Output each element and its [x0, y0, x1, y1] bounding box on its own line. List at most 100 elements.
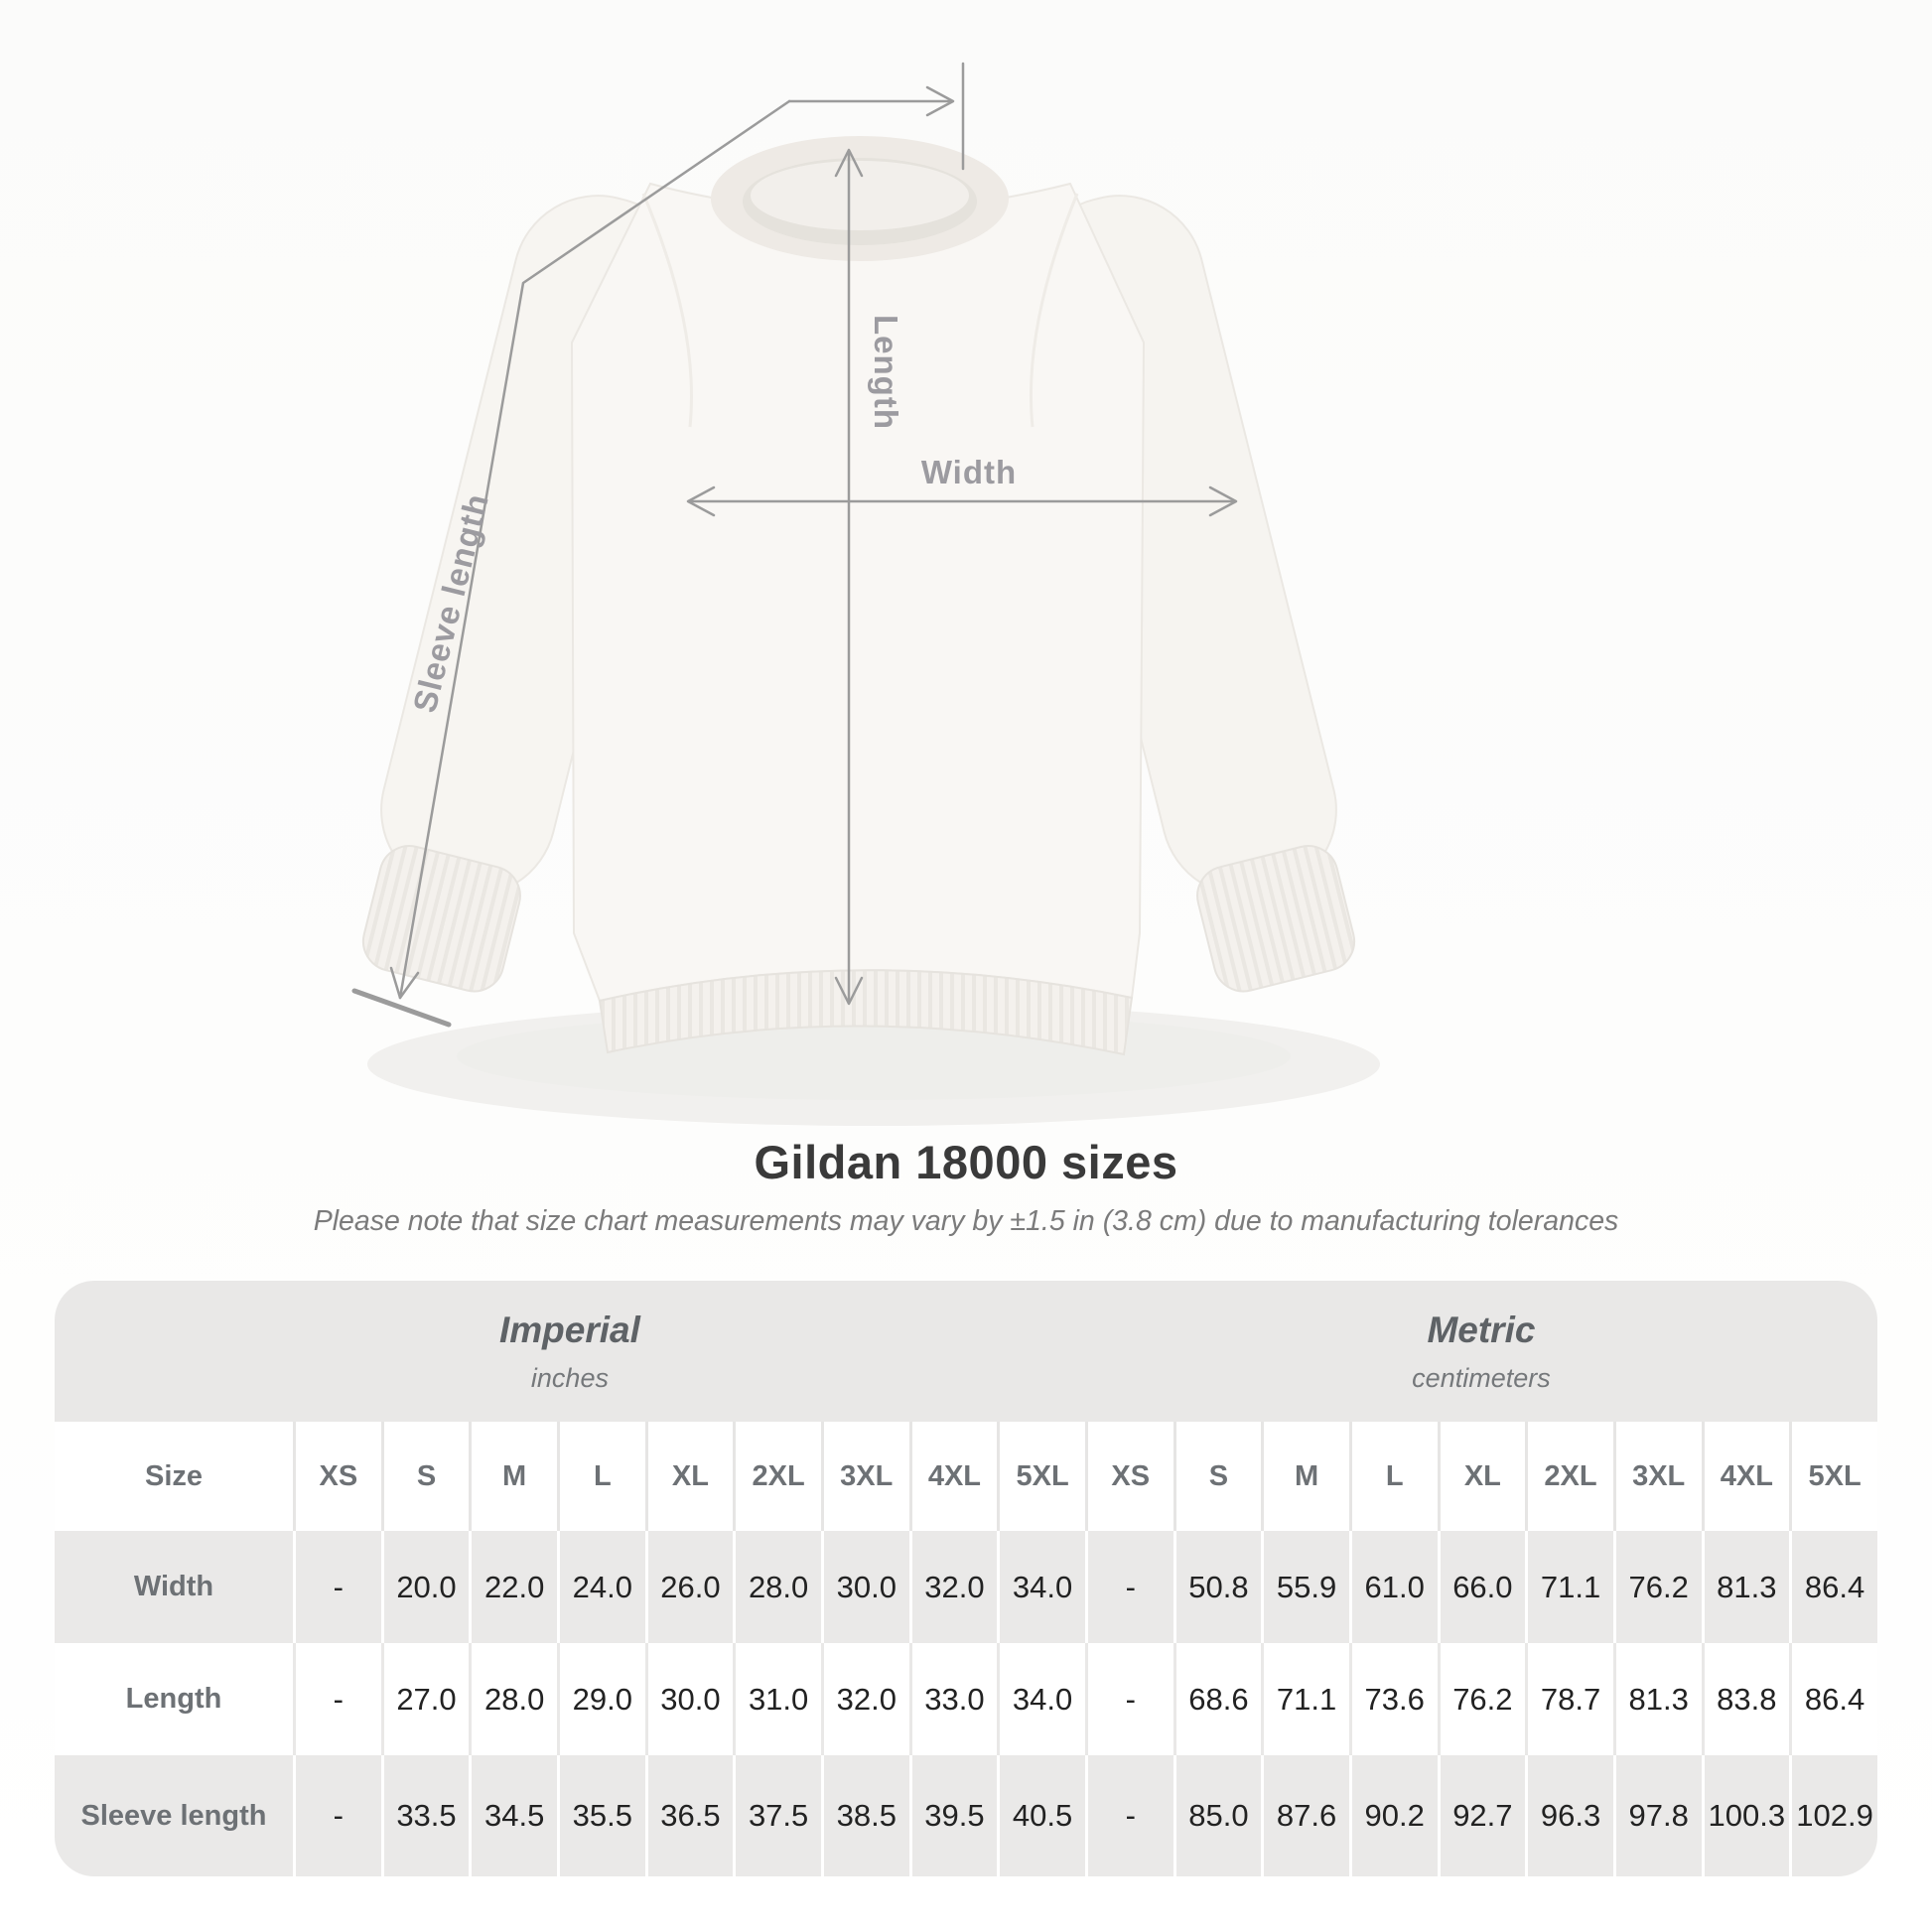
length-imperial-value: 31.0 [733, 1643, 821, 1755]
width-imperial-value: 20.0 [380, 1531, 470, 1643]
size-header-imperial: 5XL [997, 1422, 1085, 1531]
sleeve-metric-value: 90.2 [1348, 1755, 1438, 1876]
left-shoulder-seam [641, 193, 693, 428]
size-header-imperial: XS [293, 1422, 381, 1531]
width-imperial-value: 24.0 [556, 1531, 645, 1643]
size-header-imperial: L [556, 1422, 645, 1531]
sleeve-imperial-value: 35.5 [556, 1755, 645, 1876]
width-imperial-value: - [293, 1531, 381, 1643]
width-imperial-value: 32.0 [908, 1531, 998, 1643]
width-metric-value: 55.9 [1261, 1531, 1349, 1643]
unit-header-row: Imperial inches Metric centimeters [55, 1281, 1877, 1422]
metric-subtitle: centimeters [1412, 1362, 1551, 1393]
length-imperial-value: 32.0 [820, 1643, 909, 1755]
width-imperial-value: 30.0 [820, 1531, 909, 1643]
length-imperial-value: - [293, 1643, 381, 1755]
length-imperial-value: 28.0 [469, 1643, 557, 1755]
right-cuff [1196, 845, 1356, 993]
length-imperial-value: 33.0 [908, 1643, 998, 1755]
row-label-sleeve-length: Sleeve length [55, 1755, 293, 1876]
length-imperial-value: 30.0 [644, 1643, 734, 1755]
metric-header-cell: Metric centimeters [1084, 1281, 1877, 1422]
size-header-imperial: 4XL [908, 1422, 998, 1531]
width-row: Width - 20.0 22.0 24.0 26.0 28.0 30.0 32… [55, 1531, 1877, 1643]
size-header-metric: 4XL [1701, 1422, 1790, 1531]
length-metric-value: 76.2 [1437, 1643, 1526, 1755]
width-metric-value: 50.8 [1173, 1531, 1262, 1643]
sleeve-length-row: Sleeve length - 33.5 34.5 35.5 36.5 37.5… [55, 1755, 1877, 1876]
sleeve-imperial-value: 33.5 [380, 1755, 470, 1876]
width-arrow-right [1208, 485, 1238, 517]
sleeve-metric-value: 100.3 [1701, 1755, 1790, 1876]
width-metric-value: 71.1 [1525, 1531, 1613, 1643]
length-row: Length - 27.0 28.0 29.0 30.0 31.0 32.0 3… [55, 1643, 1877, 1755]
left-cuff [361, 845, 521, 993]
size-chart-table: Imperial inches Metric centimeters Size … [55, 1281, 1877, 1876]
sleeve-metric-value: 102.9 [1789, 1755, 1877, 1876]
page-title: Gildan 18000 sizes [754, 1136, 1178, 1188]
size-header-imperial: M [469, 1422, 557, 1531]
size-header-imperial: 3XL [820, 1422, 909, 1531]
sleeve-imperial-value: - [293, 1755, 381, 1876]
sleeve-end-hatch [351, 988, 452, 1028]
collar-inner-back [751, 161, 969, 230]
length-arrow-bottom [834, 976, 864, 1006]
width-metric-value: 76.2 [1612, 1531, 1702, 1643]
sleeve-imperial-value: 40.5 [997, 1755, 1085, 1876]
sleeve-imperial-value: 39.5 [908, 1755, 998, 1876]
width-imperial-value: 28.0 [733, 1531, 821, 1643]
width-arrow-left [686, 485, 716, 517]
imperial-title: Imperial [499, 1309, 640, 1350]
length-arrow-top [834, 148, 864, 178]
imperial-subtitle: inches [530, 1362, 609, 1393]
width-metric-value: 61.0 [1348, 1531, 1438, 1643]
size-header-metric: XS [1084, 1422, 1173, 1531]
length-imperial-value: 34.0 [997, 1643, 1085, 1755]
metric-title: Metric [1427, 1309, 1536, 1350]
length-imperial-value: 27.0 [380, 1643, 470, 1755]
sleeve-imperial-value: 34.5 [469, 1755, 557, 1876]
width-metric-value: 66.0 [1437, 1531, 1526, 1643]
sleeve-metric-value: 92.7 [1437, 1755, 1526, 1876]
tolerance-note: Please note that size chart measurements… [313, 1205, 1619, 1237]
width-metric-value: 86.4 [1789, 1531, 1877, 1643]
sleeve-imperial-value: 37.5 [733, 1755, 821, 1876]
sleeve-imperial-value: 36.5 [644, 1755, 734, 1876]
size-header-metric: 3XL [1612, 1422, 1702, 1531]
size-header-metric: 5XL [1789, 1422, 1877, 1531]
size-header-imperial: S [380, 1422, 470, 1531]
sleeve-metric-value: 96.3 [1525, 1755, 1613, 1876]
length-metric-value: 81.3 [1612, 1643, 1702, 1755]
right-shoulder-seam [1030, 193, 1079, 428]
sweatshirt-measurement-diagram: Length Width Sleeve length [351, 62, 1380, 1126]
sleeve-metric-value: 85.0 [1173, 1755, 1262, 1876]
imperial-header-cell: Imperial inches [55, 1281, 1085, 1422]
sleeve-metric-value: 97.8 [1612, 1755, 1702, 1876]
length-metric-value: 71.1 [1261, 1643, 1349, 1755]
hem-band [598, 969, 1134, 1056]
sleeve-metric-value: 87.6 [1261, 1755, 1349, 1876]
size-header-metric: XL [1437, 1422, 1526, 1531]
sleeve-metric-value: - [1084, 1755, 1173, 1876]
row-label-length: Length [55, 1643, 293, 1755]
width-imperial-value: 34.0 [997, 1531, 1085, 1643]
size-header-imperial: 2XL [733, 1422, 821, 1531]
length-imperial-value: 29.0 [556, 1643, 645, 1755]
width-metric-value: 81.3 [1701, 1531, 1790, 1643]
length-metric-value: 83.8 [1701, 1643, 1790, 1755]
sleeve-top-arrow [925, 85, 955, 117]
sweatshirt-body [570, 182, 1146, 1003]
length-metric-value: 73.6 [1348, 1643, 1438, 1755]
length-metric-value: 78.7 [1525, 1643, 1613, 1755]
size-header-row: Size XS S M L XL 2XL 3XL 4XL 5XL XS S M … [55, 1422, 1877, 1531]
size-header-metric: L [1348, 1422, 1438, 1531]
size-header-metric: M [1261, 1422, 1349, 1531]
width-metric-value: - [1084, 1531, 1173, 1643]
sleeve-measure-line [398, 99, 791, 1000]
size-header-imperial: XL [644, 1422, 734, 1531]
width-imperial-value: 22.0 [469, 1531, 557, 1643]
length-metric-value: 68.6 [1173, 1643, 1262, 1755]
measurement-lines [351, 62, 1238, 1028]
row-label-width: Width [55, 1531, 293, 1643]
length-metric-value: 86.4 [1789, 1643, 1877, 1755]
